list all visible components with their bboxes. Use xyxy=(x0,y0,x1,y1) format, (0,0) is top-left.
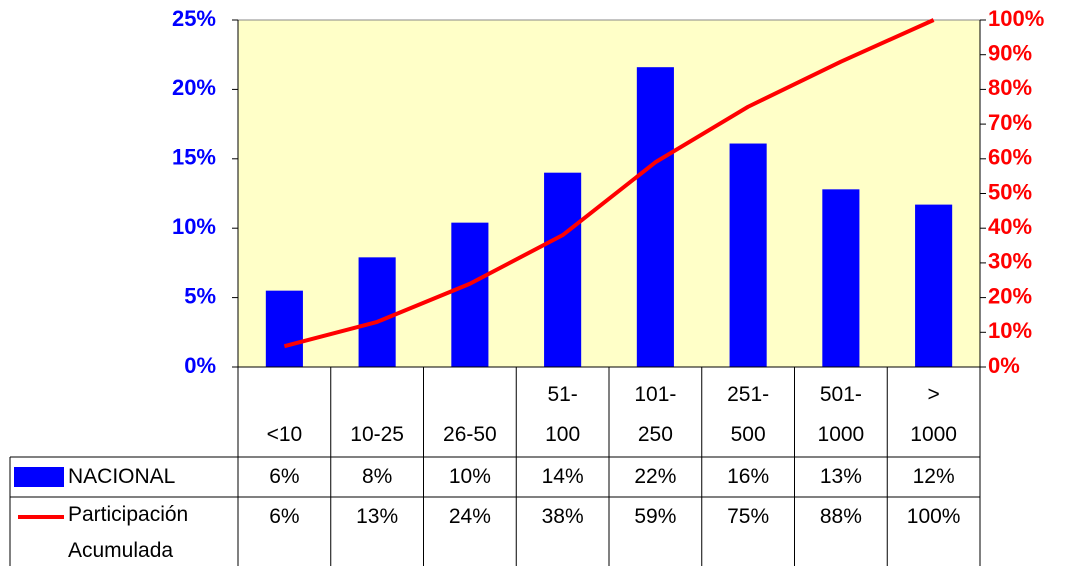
x-tick-label-text: <10 xyxy=(266,423,303,446)
y2-tick-label: 90% xyxy=(988,41,1032,66)
x-tick-label: 10-25 xyxy=(331,367,424,455)
data-label: 75% xyxy=(727,505,770,528)
x-tick-label: 101-250 xyxy=(609,367,702,455)
data-label: 6% xyxy=(269,465,300,488)
x-tick-label-text: 501-1000 xyxy=(817,383,865,446)
x-tick-label-text: 51-100 xyxy=(545,383,581,446)
legend-label: NACIONAL xyxy=(68,465,176,488)
x-tick-label-text: 10-25 xyxy=(350,423,404,446)
x-tick-label: 501-1000 xyxy=(795,367,888,455)
data-label: 14% xyxy=(541,465,584,488)
data-label: 88% xyxy=(819,505,862,528)
data-label: 100% xyxy=(906,505,961,528)
y-tick-label: 25% xyxy=(172,6,216,31)
x-tick-label: 251-500 xyxy=(702,367,795,455)
data-label: 22% xyxy=(634,465,677,488)
x-tick-label-text: > 1000 xyxy=(910,383,957,446)
x-tick-label-text: 101-250 xyxy=(634,383,677,446)
y-tick-label: 0% xyxy=(184,353,216,378)
legend-key xyxy=(14,467,64,487)
y2-tick-label: 50% xyxy=(988,179,1032,204)
plot-area xyxy=(238,20,980,367)
data-label: 13% xyxy=(819,465,862,488)
data-label: 16% xyxy=(727,465,770,488)
bar xyxy=(265,290,303,367)
y2-tick-label: 30% xyxy=(988,249,1032,274)
y2-tick-label: 10% xyxy=(988,318,1032,343)
y2-tick-label: 100% xyxy=(988,6,1044,31)
bar xyxy=(915,204,953,367)
y-tick-label: 20% xyxy=(172,75,216,100)
y2-tick-label: 70% xyxy=(988,110,1032,135)
y2-tick-label: 80% xyxy=(988,75,1032,100)
bar xyxy=(636,67,674,367)
y2-tick-label: 60% xyxy=(988,145,1032,170)
y-tick-label: 10% xyxy=(172,214,216,239)
bar xyxy=(544,172,582,367)
y-tick-label: 5% xyxy=(184,283,216,308)
data-label: 6% xyxy=(269,505,300,528)
legend-label: Participación Acumulada xyxy=(68,503,189,562)
x-tick-label-text: 26-50 xyxy=(443,423,497,446)
bar xyxy=(451,222,489,367)
data-label: 24% xyxy=(448,505,491,528)
data-label: 38% xyxy=(541,505,584,528)
bar xyxy=(358,257,396,367)
data-label: 8% xyxy=(361,465,393,488)
y2-tick-label: 0% xyxy=(988,353,1020,378)
data-label: 59% xyxy=(634,505,677,528)
x-tick-label-text: 251-500 xyxy=(727,383,770,446)
y2-tick-label: 20% xyxy=(988,283,1032,308)
bar xyxy=(729,143,767,367)
y-tick-label: 15% xyxy=(172,145,216,170)
bar xyxy=(822,189,860,367)
x-tick-label: > 1000 xyxy=(887,367,980,455)
x-tick-label: <10 xyxy=(238,367,331,455)
data-label: 13% xyxy=(356,505,399,528)
y2-tick-label: 40% xyxy=(988,214,1032,239)
line xyxy=(283,18,935,349)
data-label: 10% xyxy=(448,465,491,488)
x-tick-label: 51-100 xyxy=(516,367,609,455)
data-label: 12% xyxy=(912,465,955,488)
x-tick-label: 26-50 xyxy=(424,367,517,455)
